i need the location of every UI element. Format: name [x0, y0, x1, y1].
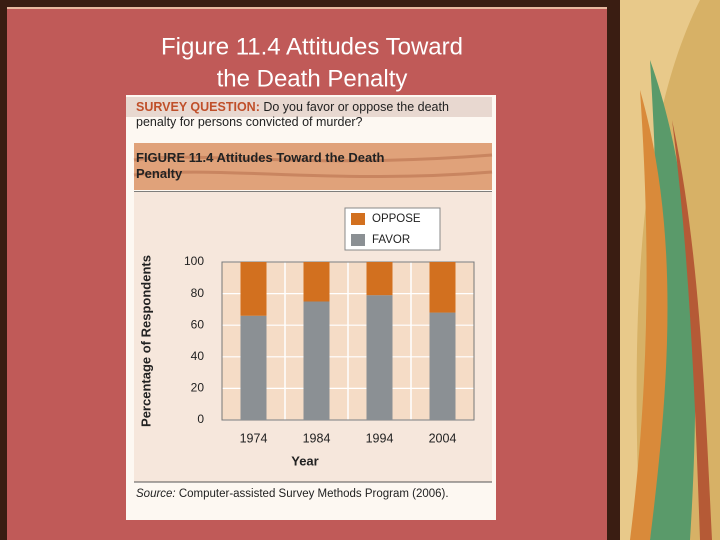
source-text: Computer-assisted Survey Methods Program…	[178, 488, 449, 500]
frame-line	[7, 7, 612, 9]
decor-orange	[630, 90, 668, 540]
frame-left	[0, 0, 7, 540]
x-tick-label: 2004	[429, 431, 457, 445]
y-tick-label: 20	[191, 381, 205, 395]
source: Source: Computer-assisted Survey Methods…	[136, 488, 496, 500]
decor-shape	[620, 0, 700, 540]
frame-right	[607, 0, 620, 540]
survey-text: Do you favor or oppose the death penalty…	[136, 100, 449, 129]
question-band	[126, 97, 492, 117]
legend-label: FAVOR	[372, 234, 410, 246]
figure-band	[134, 143, 492, 190]
bar-segment	[303, 262, 330, 302]
y-axis-label: Percentage of Respondents	[138, 255, 153, 427]
survey-label: SURVEY QUESTION:	[136, 100, 260, 114]
bar-segment	[303, 301, 330, 420]
x-tick-label: 1974	[240, 431, 268, 445]
x-axis-label: Year	[291, 453, 318, 468]
bar-segment	[429, 312, 456, 420]
source-label: Source:	[136, 488, 176, 500]
y-tick-label: 0	[197, 412, 204, 426]
legend-swatch	[351, 234, 365, 246]
slide-title: the Death Penalty	[217, 65, 408, 92]
legend-swatch	[351, 213, 365, 225]
figure-title: FIGURE 11.4 Attitudes Toward the Death P…	[136, 150, 385, 181]
frame-top	[0, 0, 720, 7]
y-tick-label: 100	[184, 254, 204, 268]
x-tick-label: 1994	[366, 431, 394, 445]
bar-segment	[366, 295, 393, 420]
x-tick-label: 1984	[303, 431, 331, 445]
bar-segment	[240, 262, 267, 316]
bar-segment	[366, 262, 393, 296]
bar-segment	[429, 262, 456, 313]
y-tick-label: 80	[191, 286, 205, 300]
slide-title: Figure 11.4 Attitudes Toward	[161, 33, 463, 60]
decor-red	[672, 120, 712, 540]
plot-frame	[221, 261, 475, 421]
y-tick-label: 40	[191, 349, 205, 363]
bar-segment	[240, 315, 267, 420]
legend-label: OPPOSE	[372, 213, 421, 225]
survey-question: SURVEY QUESTION: Do you favor or oppose …	[136, 100, 492, 130]
y-tick-label: 60	[191, 317, 205, 331]
band-texture	[133, 153, 493, 179]
